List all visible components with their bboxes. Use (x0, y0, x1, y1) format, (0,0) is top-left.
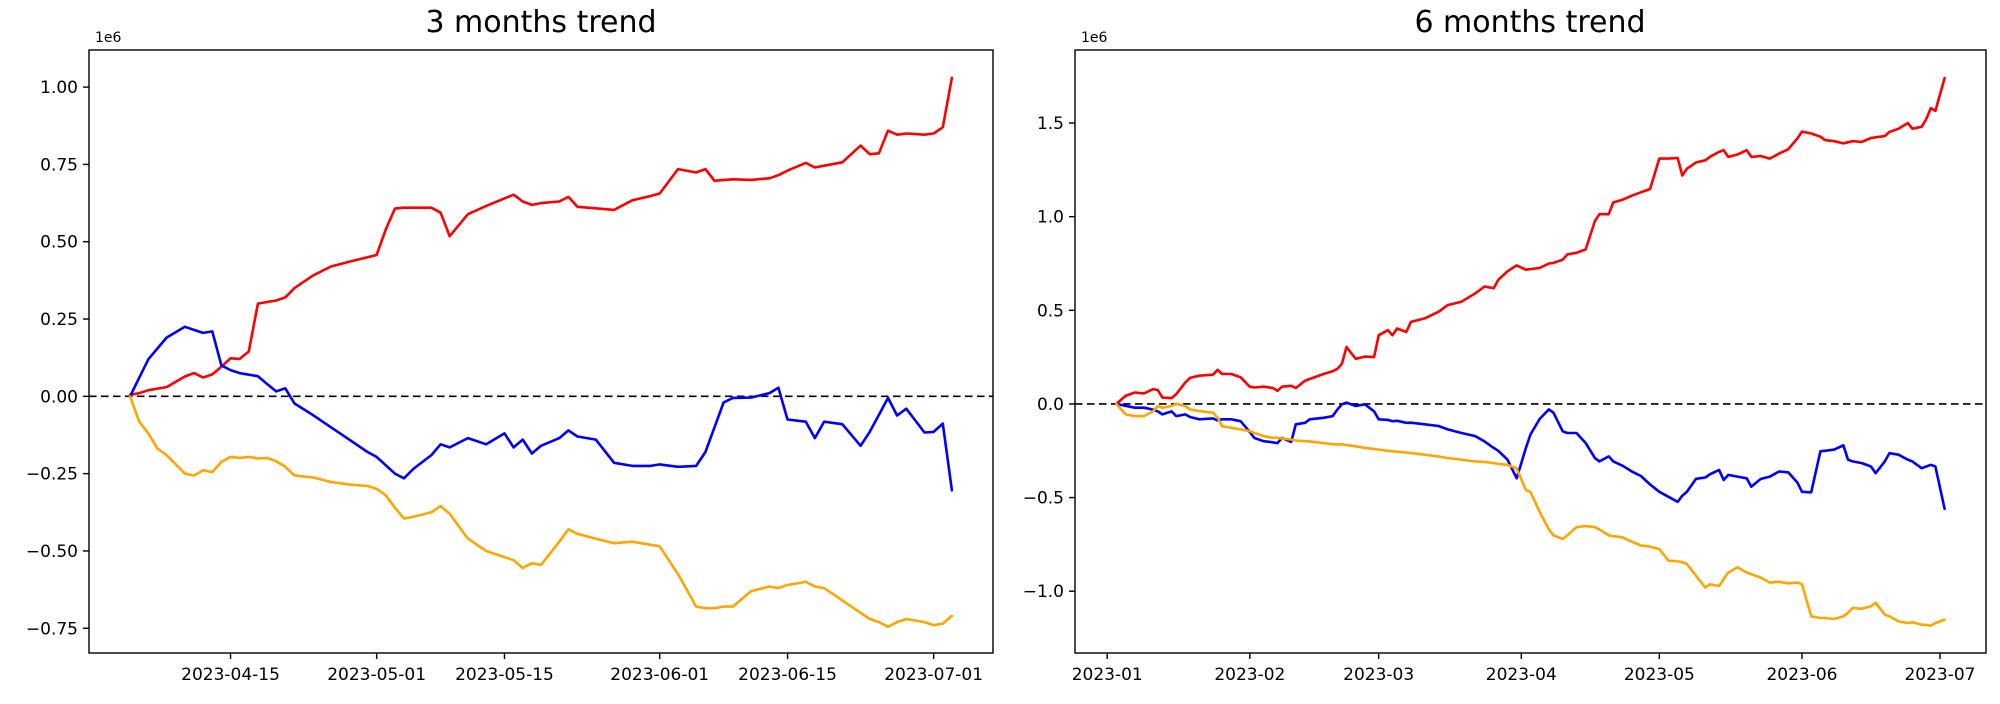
axes-border (88, 49, 994, 654)
left-subplot-3-months: 1.00 0.75 0.50 0.25 0.00 −0.25 −0.50 −0.75 2023-… (26, 49, 994, 685)
left-plot-title: 3 months trend (425, 5, 656, 40)
x-tick-label: 2023-06 (1766, 665, 1837, 685)
x-tick-label: 2023-01 (1072, 665, 1143, 685)
blue-line (128, 325, 954, 492)
x-tick-label: 2023-03 (1343, 665, 1414, 685)
red-line (1115, 76, 1946, 406)
y-tick-label: 0.00 (40, 387, 78, 407)
x-tick-label: 2023-05 (1624, 665, 1695, 685)
y-tick-label: 1.5 (1037, 114, 1064, 134)
y-tick-label: −0.75 (26, 619, 78, 639)
y-tick-label: 1.00 (40, 78, 78, 98)
y-tick-label: 1.0 (1037, 208, 1064, 228)
y-tick-label: 0.50 (40, 233, 78, 253)
x-tick-label: 2023-05-01 (327, 665, 426, 685)
x-tick-label: 2023-07 (1904, 665, 1975, 685)
y-tick-label: 0.75 (40, 155, 78, 175)
y-tick-label: −0.5 (1023, 489, 1064, 509)
y-tick-label: −0.25 (26, 465, 78, 485)
x-tick-label: 2023-02 (1214, 665, 1285, 685)
y-tick-label: −1.0 (1023, 582, 1064, 602)
y-tick-label: 0.5 (1037, 301, 1064, 321)
right-subplot-6-months: 1.5 1.0 0.5 0.0 −0.5 −1.0 2023-01 2023-02 2023-0… (1023, 49, 1987, 685)
blue-line (1115, 401, 1946, 511)
x-tick-label: 2023-04-15 (181, 665, 280, 685)
right-plot-y-offset-label: 1e6 (1081, 30, 1108, 46)
y-tick-label: 0.25 (40, 310, 78, 330)
red-line (128, 76, 954, 397)
y-tick-label: 0.0 (1037, 395, 1064, 415)
orange-line (128, 394, 954, 629)
left-plot-y-offset-label: 1e6 (95, 30, 122, 46)
x-tick-label: 2023-06-15 (738, 665, 837, 685)
x-tick-label: 2023-04 (1486, 665, 1557, 685)
x-tick-label: 2023-07-01 (884, 665, 983, 685)
x-tick-label: 2023-06-01 (610, 665, 709, 685)
orange-line (1115, 402, 1946, 628)
right-plot-title: 6 months trend (1414, 5, 1645, 40)
y-tick-label: −0.50 (26, 542, 78, 562)
axes-border (1074, 49, 1987, 654)
x-tick-label: 2023-05-15 (455, 665, 554, 685)
